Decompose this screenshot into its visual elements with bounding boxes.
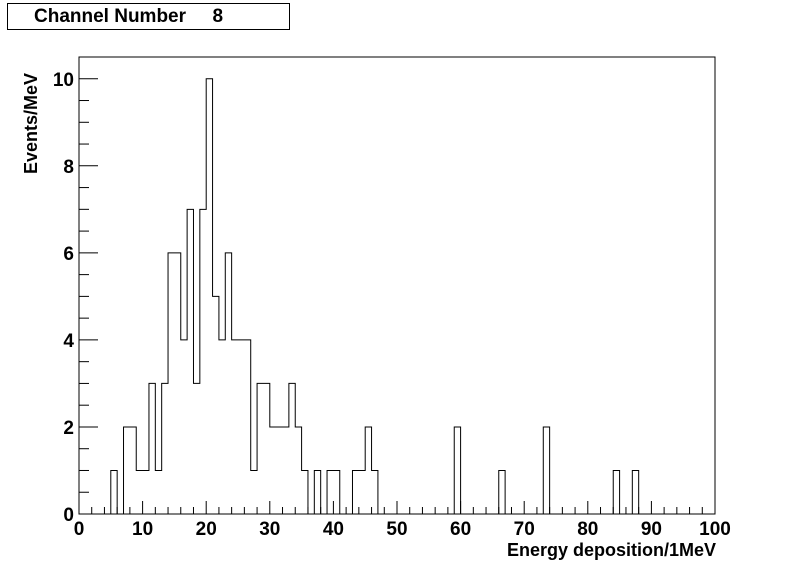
x-tick-label: 50 [386,519,407,540]
y-tick-label: 8 [63,157,74,178]
x-tick-label: 100 [699,519,731,540]
x-tick-label: 80 [577,519,598,540]
x-tick-label: 20 [196,519,217,540]
y-tick-label: 0 [63,505,74,526]
histogram-outline [79,78,715,515]
plot-frame [78,56,716,515]
x-tick-label: 90 [641,519,662,540]
y-tick-label: 2 [63,418,74,439]
x-axis-title: Energy deposition/1MeV [507,540,716,560]
y-tick-label: 6 [63,244,74,265]
x-tick-label: 30 [259,519,280,540]
x-tick-label: 0 [74,519,85,540]
chart-title-label: Channel Number [34,6,187,27]
y-tick-label: 10 [53,70,74,91]
x-tick-label: 10 [132,519,153,540]
axis-ticks [78,56,716,515]
chart-title-value: 8 [212,6,224,27]
x-tick-label: 70 [514,519,535,540]
chart-title-box: Channel Number 8 [7,3,290,30]
y-axis-title: Events/MeV [21,73,41,174]
x-tick-label: 60 [450,519,471,540]
x-tick-label: 40 [323,519,344,540]
tick-labels: 0 10 20 30 40 50 60 70 80 90 100 0 2 4 6 8 10 [53,70,731,540]
y-tick-label: 4 [63,331,74,352]
